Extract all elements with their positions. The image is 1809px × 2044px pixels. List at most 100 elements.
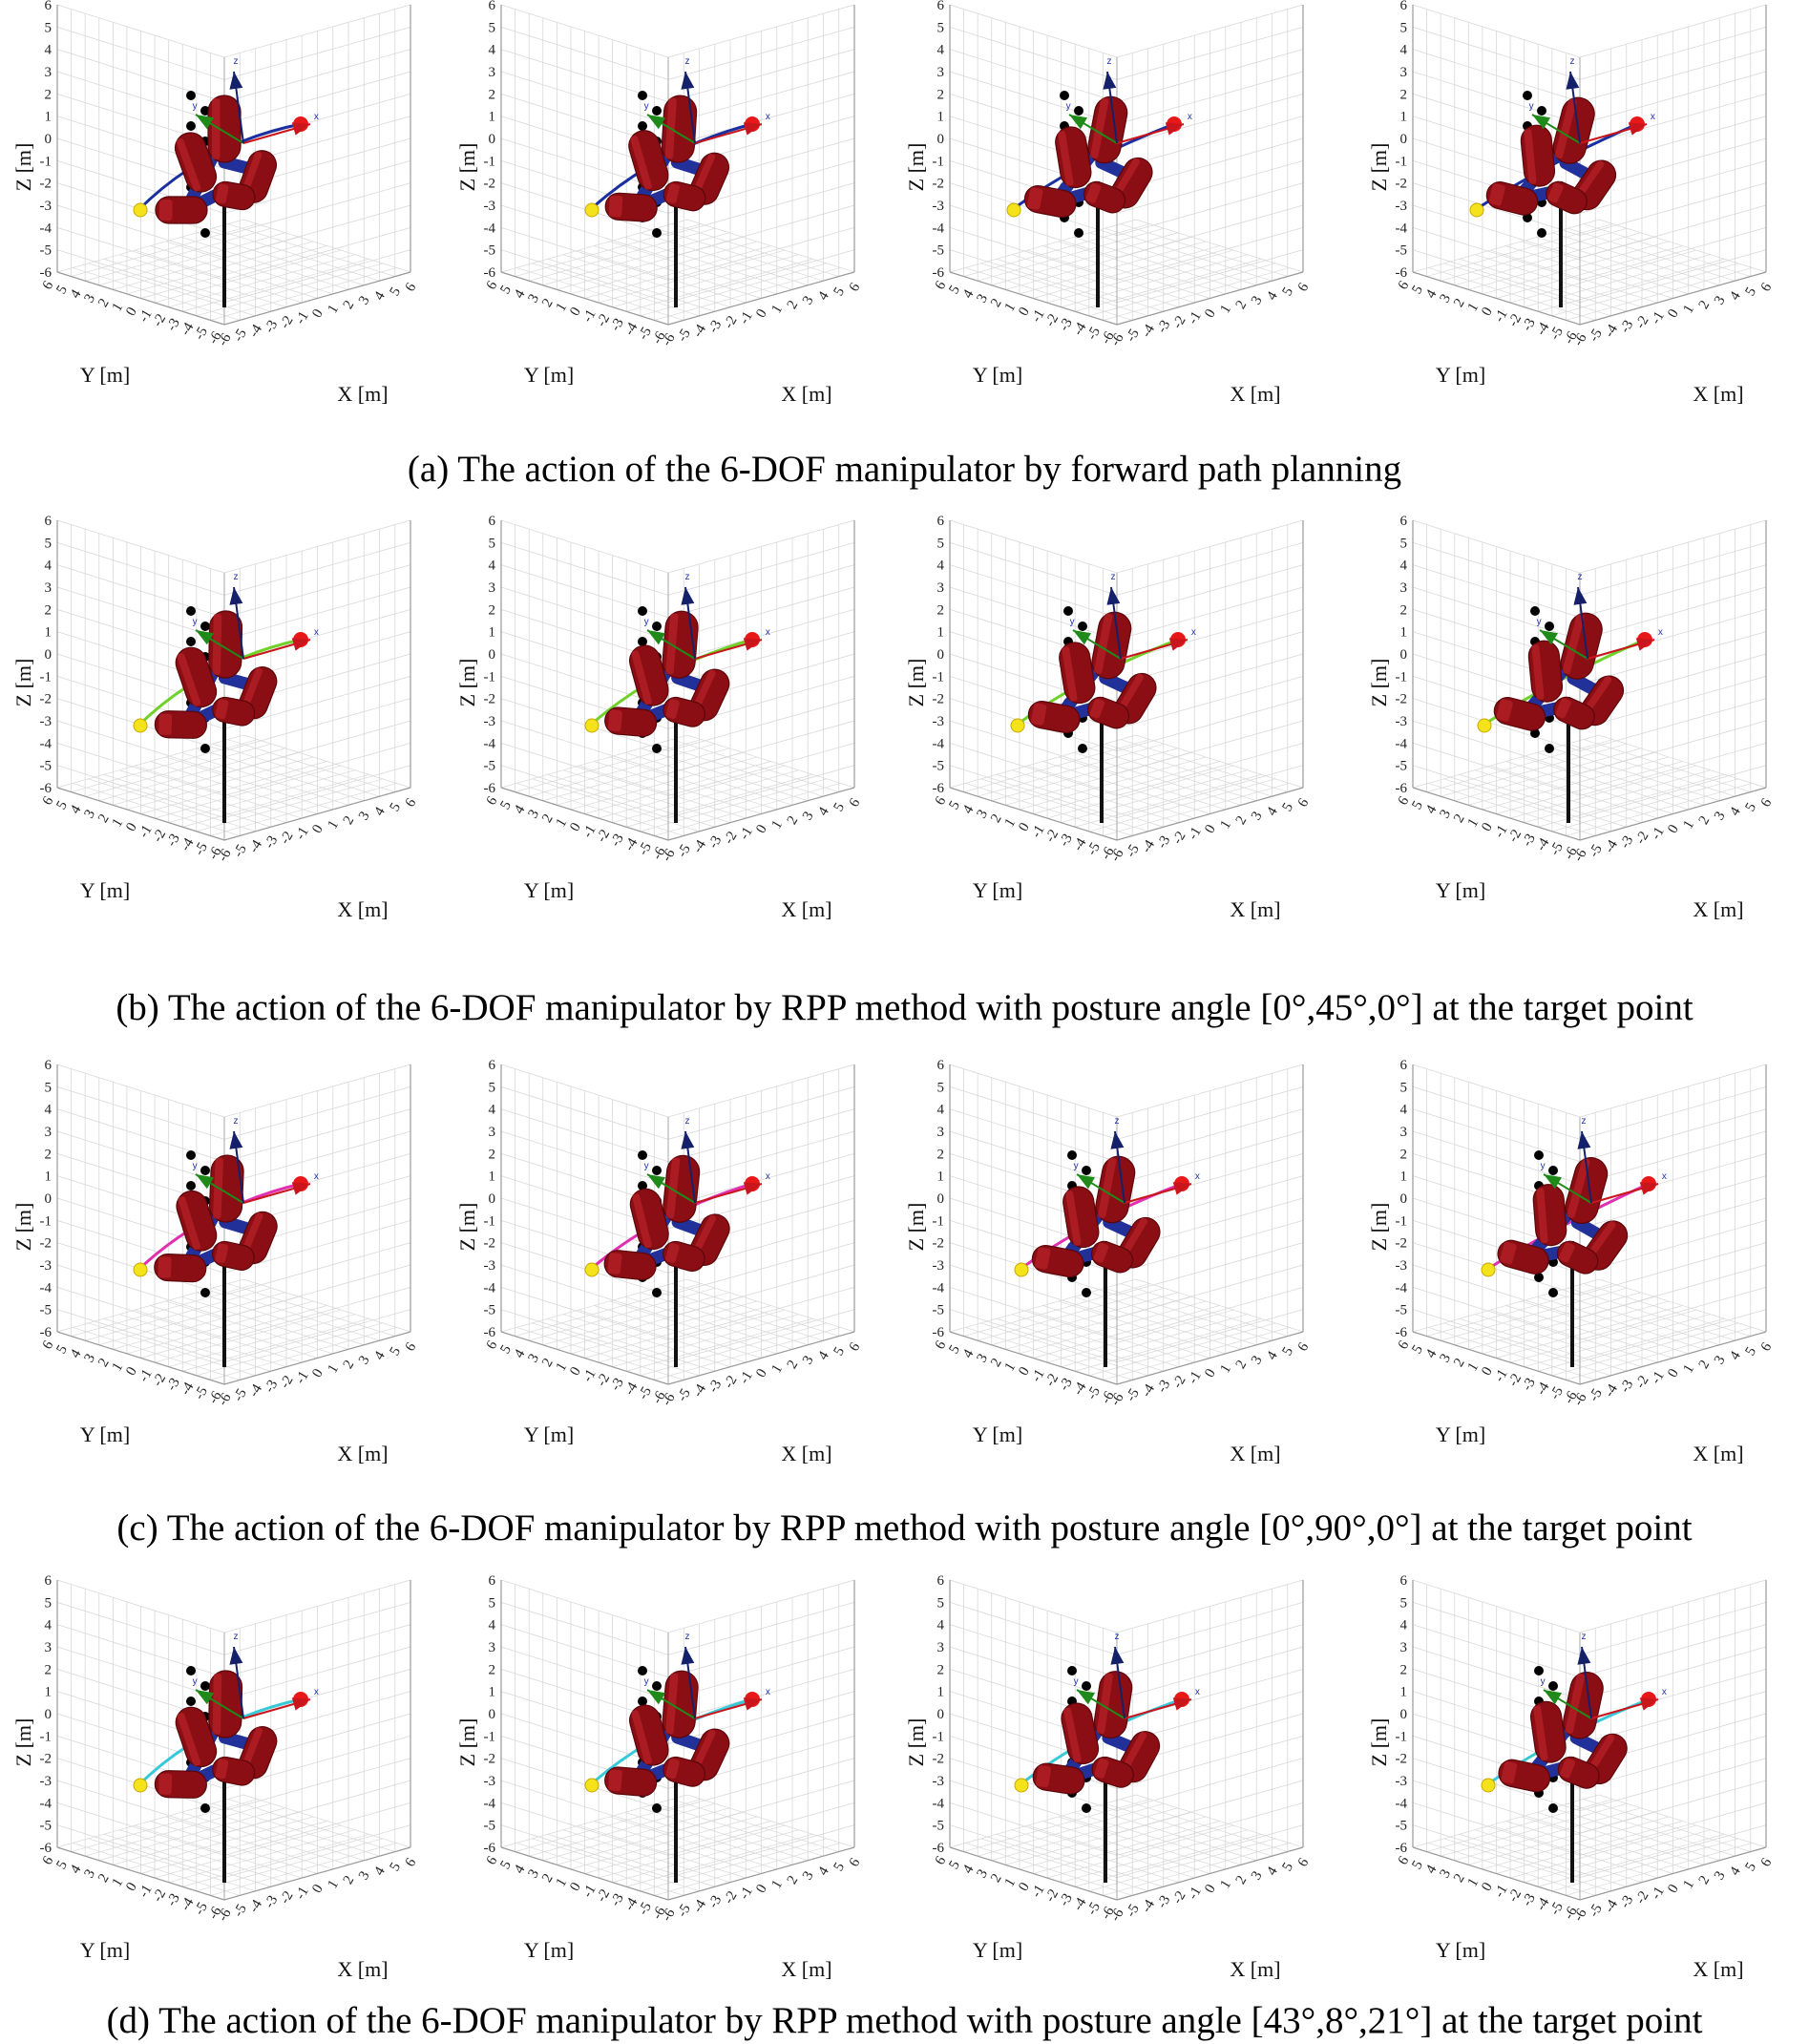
z-tick-label: 6 — [1400, 1573, 1408, 1589]
z-tick-label: 5 — [937, 1595, 945, 1611]
z-tick-label: 3 — [45, 580, 53, 596]
z-tick-label: -6 — [1396, 1325, 1408, 1340]
obstacle-point — [1060, 91, 1069, 100]
wrist-cylinder-highlight — [1555, 698, 1571, 719]
z-axis-label: Z [m] — [1367, 1203, 1391, 1252]
frame-arrowhead-z — [681, 587, 695, 605]
shoulder-cylinder-highlight — [630, 136, 652, 190]
frame-label-z: z — [684, 1116, 689, 1127]
frame-label-z: z — [1569, 56, 1574, 67]
base-cylinder-highlight — [212, 1673, 222, 1735]
z-tick-label: -5 — [1396, 243, 1408, 259]
z-tick-label: 5 — [489, 1080, 496, 1095]
z-tick-label: 6 — [1400, 1058, 1408, 1073]
z-tick-label: 4 — [1400, 1618, 1408, 1633]
z-tick-label: -5 — [933, 759, 945, 774]
obstacle-point — [638, 91, 647, 100]
obstacle-point — [638, 1666, 647, 1675]
frame-label-y: y — [1066, 101, 1071, 112]
z-tick-label: 2 — [45, 1662, 53, 1677]
forearm-cylinder-highlight — [158, 1256, 172, 1278]
obstacle-point — [1530, 606, 1540, 616]
z-tick-label: 3 — [1400, 1640, 1408, 1655]
z-tick-label: 4 — [45, 1618, 53, 1633]
x-tick-label: 6 — [403, 795, 420, 810]
wrist-cylinder-highlight — [1560, 1758, 1576, 1779]
frame-label-x: x — [766, 1687, 770, 1697]
obstacle-point — [200, 744, 210, 753]
x-axis-label: X [m] — [1693, 1957, 1743, 1981]
frame-label-z: z — [233, 572, 238, 582]
z-tick-label: -5 — [1396, 1303, 1408, 1318]
y-axis-label: Y [m] — [1436, 878, 1485, 902]
z-tick-label: 5 — [45, 1080, 53, 1095]
z-tick-label: 0 — [45, 647, 53, 663]
y-axis-label: Y [m] — [524, 1422, 574, 1446]
z-tick-label: -1 — [484, 154, 496, 169]
shoulder-cylinder-highlight — [177, 653, 201, 706]
grid-lines — [1412, 4, 1767, 326]
obstacle-point — [638, 121, 647, 131]
z-tick-label: -3 — [40, 199, 53, 214]
z-tick-label: -4 — [484, 736, 496, 751]
frame-label-y: y — [1070, 617, 1075, 627]
z-tick-label: -5 — [933, 243, 945, 259]
z-tick-label: 5 — [45, 536, 53, 551]
frame-label-z: z — [1581, 1116, 1586, 1127]
z-tick-label: -2 — [1396, 1236, 1408, 1252]
z-tick-label: 3 — [937, 580, 945, 596]
frame-arrowhead-y — [1077, 1690, 1096, 1705]
z-tick-label: 4 — [45, 43, 53, 58]
z-tick-label: -6 — [484, 781, 496, 796]
obstacle-point — [638, 606, 647, 616]
z-tick-label: -1 — [484, 1729, 496, 1744]
forearm-cylinder-highlight — [1031, 703, 1047, 726]
forearm-cylinder-highlight — [1500, 1241, 1517, 1265]
obstacle-point — [1534, 1273, 1544, 1282]
z-tick-label: 6 — [1400, 514, 1408, 529]
end-effector-frame: x y z — [193, 572, 319, 660]
z-tick-label: 5 — [1400, 1595, 1408, 1611]
wrist-cylinder-highlight — [215, 1759, 229, 1780]
frame-arrowhead-x — [291, 1697, 310, 1711]
obstacle-point — [638, 1696, 647, 1706]
z-tick-label: -2 — [933, 177, 945, 192]
start-point — [1014, 1778, 1029, 1793]
axes-box — [1412, 5, 1767, 326]
manipulator — [1031, 1155, 1161, 1278]
z-tick-label: -4 — [1396, 1280, 1408, 1296]
z-tick-label: -1 — [933, 1729, 945, 1744]
z-tick-label: -3 — [484, 714, 496, 729]
z-tick-label: -3 — [40, 714, 53, 729]
forearm-cylinder-highlight — [1027, 187, 1043, 210]
z-tick-label: 4 — [937, 558, 945, 574]
obstacle-point — [200, 1681, 210, 1691]
axes-box — [1412, 1580, 1767, 1901]
frame-arrowhead-z — [1110, 1131, 1125, 1149]
z-tick-label: -1 — [1396, 1729, 1408, 1744]
z-axis-label: Z [m] — [904, 143, 928, 192]
z-tick-label: -5 — [484, 243, 496, 259]
x-tick-label: 6 — [1295, 1339, 1313, 1354]
obstacle-point — [652, 744, 662, 753]
base-cylinder-highlight — [1554, 98, 1577, 158]
y-axis-label: Y [m] — [80, 878, 130, 902]
start-point — [133, 1778, 148, 1793]
frame-arrowhead-x — [743, 122, 762, 136]
frame-arrowhead-y — [647, 630, 666, 645]
z-tick-label: -6 — [40, 1841, 53, 1856]
z-tick-label: 1 — [489, 110, 496, 125]
z-tick-label: 2 — [937, 1662, 945, 1677]
obstacle-point — [1082, 1681, 1091, 1691]
frame-arrowhead-y — [196, 1174, 215, 1190]
z-tick-label: -4 — [933, 1280, 945, 1296]
x-tick-label: 6 — [403, 1339, 420, 1354]
z-tick-label: 6 — [937, 514, 945, 529]
frame-arrowhead-y — [647, 1174, 666, 1190]
z-tick-label: -2 — [40, 692, 53, 707]
z-tick-label: -5 — [484, 1303, 496, 1318]
z-tick-label: -4 — [1396, 1796, 1408, 1811]
x-axis-label: X [m] — [781, 382, 831, 406]
shoulder-cylinder-highlight — [632, 1193, 652, 1249]
z-tick-label: -2 — [1396, 177, 1408, 192]
